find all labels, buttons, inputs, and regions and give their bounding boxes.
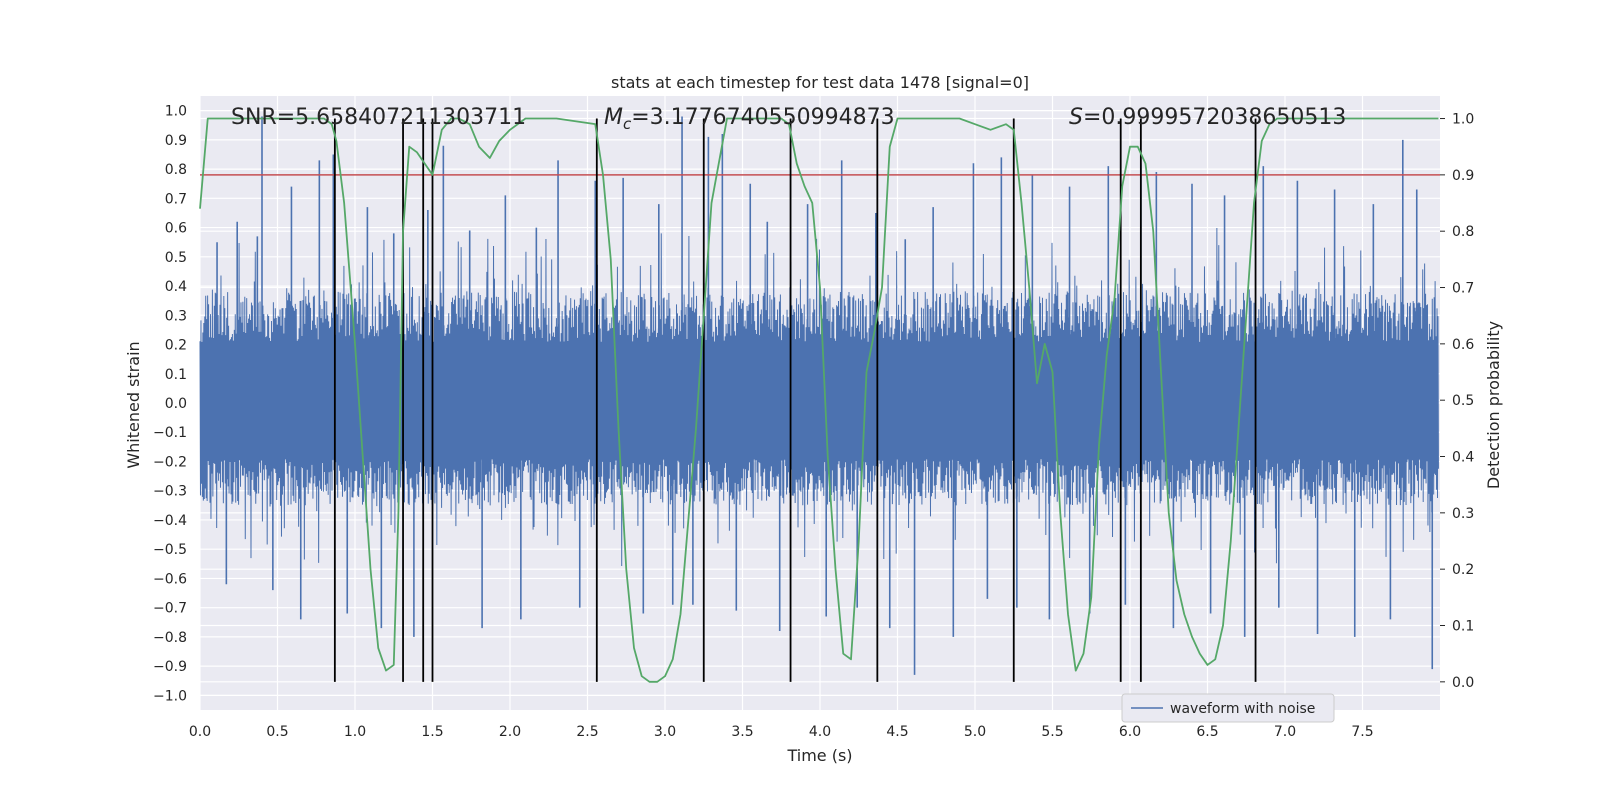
y-tick-label-right: 0.6 [1452,337,1474,353]
chirp-mass-annotation: Mc=3.1776740550994873 [604,105,895,133]
x-tick-label: 3.5 [731,724,753,740]
y-tick-label-right: 1.0 [1452,112,1474,128]
chirp-mass-subscript: c [623,115,632,133]
y-tick-label-left: 0.2 [165,338,187,354]
y-tick-label-left: 0.0 [165,396,187,412]
x-tick-label: 0.5 [266,724,288,740]
y-tick-label-left: 0.8 [165,162,187,178]
probability-series [199,117,1439,683]
x-tick-label: 7.5 [1351,724,1373,740]
x-tick-label: 0.0 [189,724,211,740]
chirp-mass-value: =3.1776740550994873 [631,105,894,130]
x-tick-label: 5.0 [964,724,986,740]
legend: waveform with noise [1121,693,1335,723]
event-markers [333,118,1257,682]
y-tick-label-left: 0.6 [165,221,187,237]
statistic-value: =0.9999572038650513 [1083,105,1346,130]
y-axis-label-right: Detection probability [1484,321,1503,489]
y-tick-label-left: 0.3 [165,308,187,324]
y-tick-label-left: 1.0 [165,104,187,120]
x-tick-label: 1.5 [421,724,443,740]
y-tick-label-left: −1.0 [153,688,187,704]
chart-title: stats at each timestep for test data 147… [611,73,1029,92]
y-tick-label-right: 0.1 [1452,619,1474,635]
y-tick-label-left: −0.6 [153,571,187,587]
y-tick-label-right: 0.2 [1452,562,1474,578]
y-tick-label-right: 0.0 [1452,675,1474,691]
statistic-annotation: S=0.9999572038650513 [1069,105,1346,130]
x-tick-label: 6.0 [1119,724,1141,740]
y-tick-label-left: −0.1 [153,425,187,441]
x-tick-label: 4.5 [886,724,908,740]
y-tick-label-left: 0.5 [165,250,187,266]
snr-annotation: SNR=5.658407211303711 [231,105,526,130]
y-axis-label-left: Whitened strain [124,341,143,468]
x-tick-label: 1.0 [344,724,366,740]
axis-ticks: 0.0 0.5 1.0 1.5 2.0 2.5 3.0 3.5 4.0 4.5 5.0 5.5 6.0 6… [153,104,1474,740]
x-tick-label: 2.5 [576,724,598,740]
probability-line [199,117,1439,683]
x-tick-label: 5.5 [1041,724,1063,740]
y-tick-label-left: −0.4 [153,513,187,529]
y-tick-label-left: 0.7 [165,191,187,207]
y-tick-label-left: −0.8 [153,630,187,646]
waveform-noise-trace [199,228,1439,566]
x-tick-label: 7.0 [1274,724,1296,740]
legend-label: waveform with noise [1170,701,1315,717]
y-tick-label-right: 0.4 [1452,450,1474,466]
waveform-series [199,116,1439,675]
x-tick-label: 4.0 [809,724,831,740]
y-tick-label-left: −0.2 [153,454,187,470]
y-tick-label-right: 0.8 [1452,224,1474,240]
x-axis-label: Time (s) [786,746,852,765]
y-tick-label-left: −0.3 [153,484,187,500]
y-tick-label-left: −0.9 [153,659,187,675]
legend-box [1121,693,1335,723]
y-tick-label-left: 0.4 [165,279,187,295]
y-tick-label-left: −0.5 [153,542,187,558]
chirp-mass-symbol: M [604,105,623,130]
x-tick-label: 6.5 [1196,724,1218,740]
y-tick-label-left: 0.9 [165,133,187,149]
y-tick-label-right: 0.3 [1452,506,1474,522]
y-tick-label-left: −0.7 [153,601,187,617]
y-tick-label-right: 0.9 [1452,168,1474,184]
y-tick-label-right: 0.7 [1452,281,1474,297]
x-tick-label: 2.0 [499,724,521,740]
x-tick-label: 3.0 [654,724,676,740]
y-tick-label-right: 0.5 [1452,393,1474,409]
y-tick-label-left: 0.1 [165,367,187,383]
statistic-symbol: S [1069,105,1083,130]
